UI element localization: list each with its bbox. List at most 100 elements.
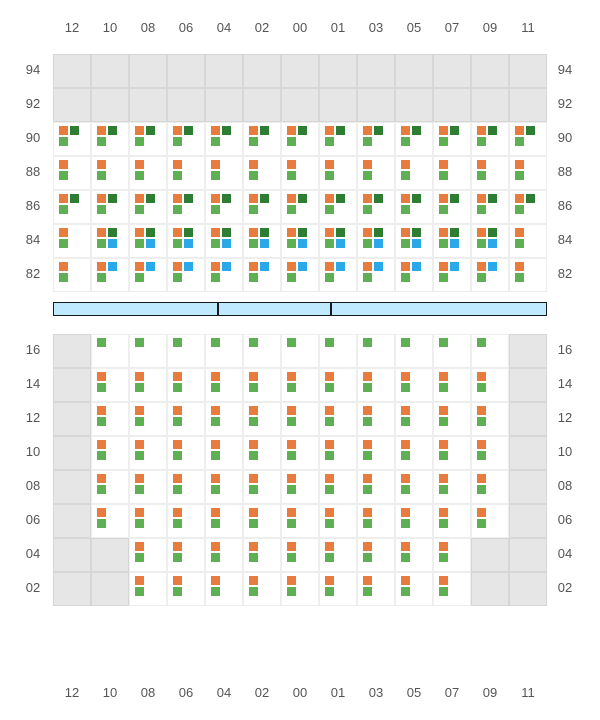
status-marker: [135, 273, 144, 282]
status-marker: [173, 587, 182, 596]
status-marker: [211, 474, 220, 483]
status-marker: [173, 228, 182, 237]
status-marker: [135, 126, 144, 135]
status-marker: [363, 553, 372, 562]
status-marker: [97, 440, 106, 449]
x-axis-label: 05: [395, 20, 433, 35]
status-marker: [222, 239, 231, 248]
x-axis-label: 07: [433, 20, 471, 35]
status-marker: [477, 485, 486, 494]
status-marker: [401, 160, 410, 169]
status-marker: [70, 194, 79, 203]
status-marker: [59, 171, 68, 180]
grid-cell: [509, 436, 547, 470]
status-marker: [298, 262, 307, 271]
status-marker: [412, 239, 421, 248]
status-marker: [249, 126, 258, 135]
status-marker: [249, 239, 258, 248]
status-marker: [298, 239, 307, 248]
status-marker: [363, 440, 372, 449]
status-marker: [325, 205, 334, 214]
grid-cell: [91, 88, 129, 122]
status-marker: [97, 338, 106, 347]
status-marker: [401, 485, 410, 494]
status-marker: [325, 553, 334, 562]
status-marker: [146, 262, 155, 271]
status-marker: [59, 262, 68, 271]
status-marker: [363, 383, 372, 392]
status-marker: [287, 440, 296, 449]
status-marker: [59, 137, 68, 146]
x-axis-label: 08: [129, 20, 167, 35]
x-axis-label: 03: [357, 20, 395, 35]
status-marker: [173, 160, 182, 169]
status-marker: [211, 228, 220, 237]
status-marker: [325, 417, 334, 426]
status-marker: [515, 137, 524, 146]
x-axis-label: 12: [53, 20, 91, 35]
status-marker: [336, 239, 345, 248]
status-marker: [374, 239, 383, 248]
y-axis-label: 10: [18, 444, 48, 459]
status-marker: [363, 228, 372, 237]
grid-cell: [129, 54, 167, 88]
status-marker: [211, 205, 220, 214]
status-marker: [439, 474, 448, 483]
status-marker: [135, 519, 144, 528]
status-marker: [135, 372, 144, 381]
status-marker: [249, 372, 258, 381]
status-marker: [325, 372, 334, 381]
status-marker: [439, 383, 448, 392]
status-marker: [401, 508, 410, 517]
y-axis-label: 88: [18, 164, 48, 179]
status-marker: [401, 126, 410, 135]
status-marker: [287, 417, 296, 426]
status-marker: [173, 508, 182, 517]
status-marker: [363, 137, 372, 146]
y-axis-label: 86: [18, 198, 48, 213]
x-axis-label: 00: [281, 20, 319, 35]
status-marker: [173, 262, 182, 271]
y-axis-label: 06: [550, 512, 580, 527]
status-marker: [363, 508, 372, 517]
status-marker: [249, 160, 258, 169]
status-marker: [59, 273, 68, 282]
status-marker: [287, 542, 296, 551]
status-marker: [173, 338, 182, 347]
grid-cell: [53, 402, 91, 436]
status-marker: [477, 338, 486, 347]
status-marker: [363, 194, 372, 203]
status-marker: [363, 474, 372, 483]
status-marker: [222, 262, 231, 271]
status-marker: [97, 519, 106, 528]
status-marker: [439, 519, 448, 528]
status-marker: [325, 451, 334, 460]
status-marker: [211, 417, 220, 426]
grid-cell: [509, 54, 547, 88]
grid-cell: [509, 538, 547, 572]
status-marker: [401, 194, 410, 203]
status-marker: [97, 372, 106, 381]
status-marker: [374, 262, 383, 271]
status-marker: [59, 205, 68, 214]
x-axis-label: 04: [205, 20, 243, 35]
status-marker: [135, 451, 144, 460]
status-marker: [97, 417, 106, 426]
status-marker: [363, 262, 372, 271]
status-marker: [135, 194, 144, 203]
status-marker: [287, 587, 296, 596]
grid-cell: [509, 88, 547, 122]
grid-cell: [357, 54, 395, 88]
grid-cell: [509, 334, 547, 368]
status-marker: [363, 338, 372, 347]
status-marker: [477, 474, 486, 483]
status-marker: [287, 137, 296, 146]
status-marker: [135, 485, 144, 494]
status-marker: [439, 239, 448, 248]
y-axis-label: 02: [18, 580, 48, 595]
grid-cell: [471, 88, 509, 122]
status-marker: [450, 126, 459, 135]
status-marker: [439, 372, 448, 381]
status-marker: [488, 239, 497, 248]
status-marker: [325, 587, 334, 596]
